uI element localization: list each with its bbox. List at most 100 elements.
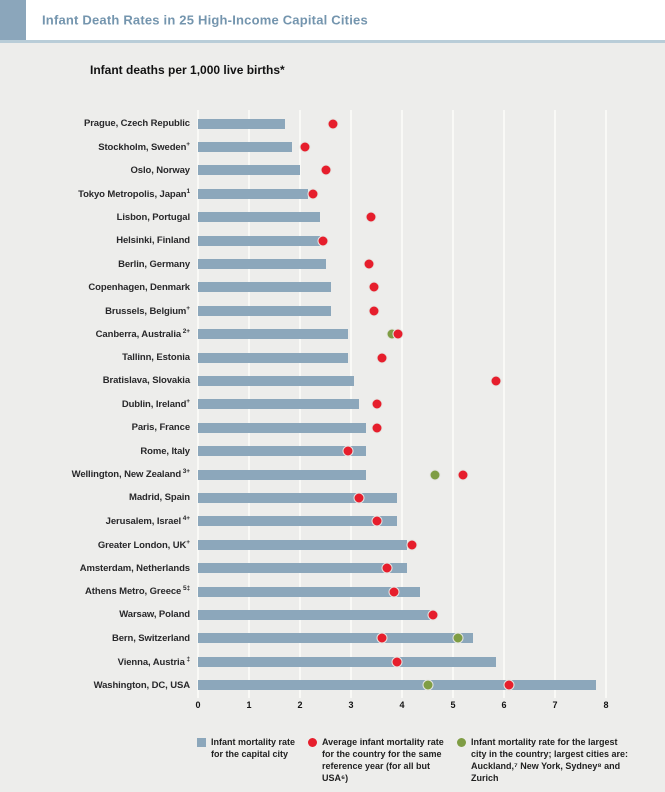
city-label: Berlin, Germany xyxy=(118,258,190,270)
country-rate-dot xyxy=(327,118,339,130)
x-axis: 0 1 2 3 4 5 6 7 8 xyxy=(195,700,608,714)
header-accent-square xyxy=(0,0,26,40)
chart-row: Prague, Czech Republic xyxy=(0,112,665,135)
country-rate-dot xyxy=(376,352,388,364)
city-label: Prague, Czech Republic xyxy=(83,118,190,130)
chart-row: Canberra, Australia 2+ xyxy=(0,323,665,346)
chart-row: Paris, France xyxy=(0,416,665,439)
capital-city-bar xyxy=(198,259,326,270)
capital-city-bar xyxy=(198,142,293,153)
city-label: Jerusalem, Israel 4+ xyxy=(105,515,190,528)
city-label-superscript: + xyxy=(186,141,190,148)
country-rate-dot xyxy=(342,445,354,457)
chart-row: Brussels, Belgium+ xyxy=(0,299,665,322)
city-label-superscript: 2+ xyxy=(181,328,190,336)
city-label: Washington, DC, USA xyxy=(93,679,191,691)
row-plot-area xyxy=(198,112,606,135)
country-rate-dot xyxy=(365,211,377,223)
city-label: Oslo, Norway xyxy=(130,164,190,176)
country-rate-dot xyxy=(406,539,418,551)
capital-city-bar xyxy=(198,656,497,667)
city-label: Madrid, Spain xyxy=(129,492,190,504)
row-plot-area xyxy=(198,159,606,182)
row-plot-area xyxy=(198,486,606,509)
country-rate-dot xyxy=(427,609,439,621)
row-plot-area xyxy=(198,556,606,579)
chart-row: Bratislava, Slovakia xyxy=(0,369,665,392)
chart-row: Madrid, Spain xyxy=(0,486,665,509)
country-rate-dot xyxy=(307,188,319,200)
capital-city-bar xyxy=(198,516,397,527)
capital-city-bar xyxy=(198,633,474,644)
country-rate-dot xyxy=(381,562,393,574)
row-plot-area xyxy=(198,510,606,533)
city-label: Bratislava, Slovakia xyxy=(102,375,190,387)
chart-row: Amsterdam, Netherlands xyxy=(0,556,665,579)
city-label-superscript: 5‡ xyxy=(181,585,190,593)
legend-item-largest-city: Infant mortality rate for the largest ci… xyxy=(457,737,635,785)
row-plot-area xyxy=(198,627,606,650)
largest-city-rate-dot xyxy=(452,632,464,644)
capital-city-bar xyxy=(198,492,397,503)
city-label: Greater London, UK+ xyxy=(97,538,190,551)
city-label: Amsterdam, Netherlands xyxy=(79,562,190,574)
country-rate-dot xyxy=(376,632,388,644)
city-label-superscript: 4+ xyxy=(181,515,190,523)
city-label: Athens Metro, Greece 5‡ xyxy=(85,585,190,598)
x-axis-tick: 3 xyxy=(348,700,354,710)
x-axis-tick: 1 xyxy=(246,700,252,710)
legend-square-marker-capital-city xyxy=(197,738,206,747)
row-plot-area xyxy=(198,603,606,626)
capital-city-bar xyxy=(198,563,408,574)
capital-city-bar xyxy=(198,609,431,620)
country-rate-dot xyxy=(371,398,382,410)
country-rate-dot xyxy=(503,679,515,691)
capital-city-bar xyxy=(198,446,367,457)
capital-city-bar xyxy=(198,235,321,246)
row-plot-area xyxy=(198,135,606,158)
chart-row: Oslo, Norway xyxy=(0,159,665,182)
chart-title: Infant Death Rates in 25 High-Income Cap… xyxy=(42,12,368,28)
capital-city-bar xyxy=(198,469,367,480)
chart-panel: Infant deaths per 1,000 live births* Pra… xyxy=(0,43,665,792)
chart-row: Washington, DC, USA xyxy=(0,673,665,696)
city-label: Vienna, Austria ‡ xyxy=(117,655,190,668)
chart-row: Tokyo Metropolis, Japan1 xyxy=(0,182,665,205)
capital-city-bar xyxy=(198,375,354,386)
capital-city-bar xyxy=(198,305,331,316)
row-plot-area xyxy=(198,252,606,275)
country-rate-dot xyxy=(368,305,380,317)
legend-text: Infant mortality rate for the capital ci… xyxy=(211,737,296,759)
chart-row: Copenhagen, Denmark xyxy=(0,276,665,299)
chart-row: Berlin, Germany xyxy=(0,252,665,275)
chart-row: Greater London, UK+ xyxy=(0,533,665,556)
capital-city-bar xyxy=(198,212,321,223)
legend-circle-marker-largest-city xyxy=(457,738,466,747)
country-rate-dot xyxy=(388,586,400,597)
row-plot-area xyxy=(198,229,606,252)
city-label: Warsaw, Poland xyxy=(119,609,190,621)
chart-subtitle: Infant deaths per 1,000 live births* xyxy=(90,63,285,77)
city-label: Paris, France xyxy=(131,422,190,434)
row-plot-area xyxy=(198,346,606,369)
x-axis-tick: 5 xyxy=(450,700,456,710)
chart-header: Infant Death Rates in 25 High-Income Cap… xyxy=(0,0,665,43)
city-label: Stockholm, Sweden+ xyxy=(98,141,190,154)
city-label: Copenhagen, Denmark xyxy=(88,281,190,293)
row-plot-area xyxy=(198,650,606,673)
gridline xyxy=(401,110,403,698)
country-rate-dot xyxy=(391,656,403,668)
gridline xyxy=(452,110,454,698)
capital-city-bar xyxy=(198,352,349,363)
capital-city-bar xyxy=(198,118,285,129)
row-plot-area xyxy=(198,463,606,486)
city-label: Bern, Switzerland xyxy=(111,632,190,644)
capital-city-bar xyxy=(198,422,367,433)
chart-row: Athens Metro, Greece 5‡ xyxy=(0,580,665,603)
legend-item-country-average: Average infant mortality rate for the co… xyxy=(308,737,456,785)
row-plot-area xyxy=(198,393,606,416)
chart-row: Jerusalem, Israel 4+ xyxy=(0,510,665,533)
country-rate-dot xyxy=(320,164,331,176)
legend-text: Average infant mortality rate for the co… xyxy=(322,737,444,783)
x-axis-tick: 6 xyxy=(501,700,507,710)
